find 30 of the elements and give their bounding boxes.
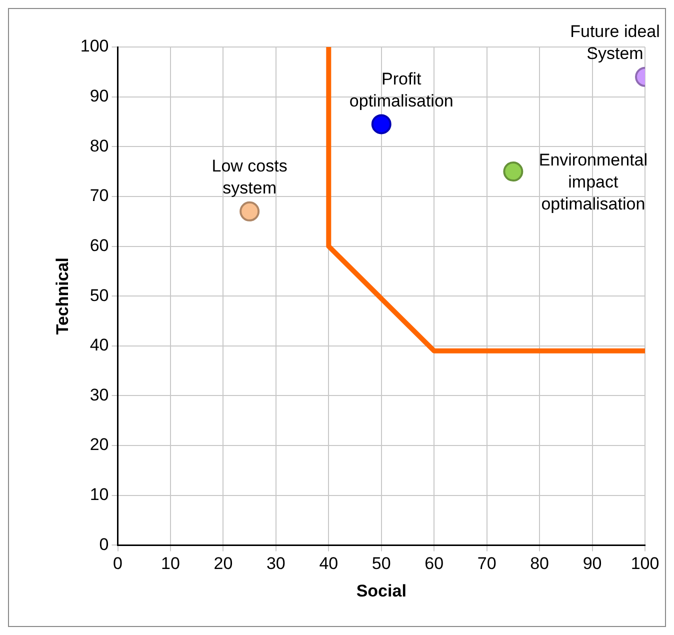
series-label: Low costs system [212,156,288,198]
x-axis-title: Social [356,581,406,600]
x-tick-label: 80 [530,554,550,574]
y-tick-label: 90 [90,86,109,106]
y-tick-label: 50 [90,286,109,305]
x-tick-label: 60 [424,554,444,574]
y-tick-label: 80 [90,136,109,156]
y-tick-label: 10 [90,485,109,504]
y-tick-label: 60 [90,236,109,255]
y-tick-label: 0 [99,534,109,554]
series-label: Environmental impact optimalisation [538,150,648,214]
y-axis-title: Technical [52,258,72,335]
point [240,201,260,222]
y-tick-label: 20 [90,435,109,454]
y-tick-label: 70 [90,186,109,206]
x-tick-label: 90 [582,554,602,574]
x-tick-label: 50 [372,554,391,574]
point [371,114,392,134]
x-tick-label: 10 [161,554,180,574]
series-label: Profit optimalisation [349,69,454,110]
x-tick-label: 0 [113,554,122,574]
y-tick-label: 100 [80,36,109,56]
y-tick-label: 30 [90,385,109,404]
series-label: Future ideal System [570,22,660,64]
x-tick-label: 30 [266,554,286,574]
x-tick-label: 40 [319,554,338,574]
x-tick-label: 20 [214,554,233,574]
x-tick-label: 70 [477,554,496,574]
y-tick-label: 40 [90,336,109,355]
x-tick-label: 100 [630,554,660,574]
